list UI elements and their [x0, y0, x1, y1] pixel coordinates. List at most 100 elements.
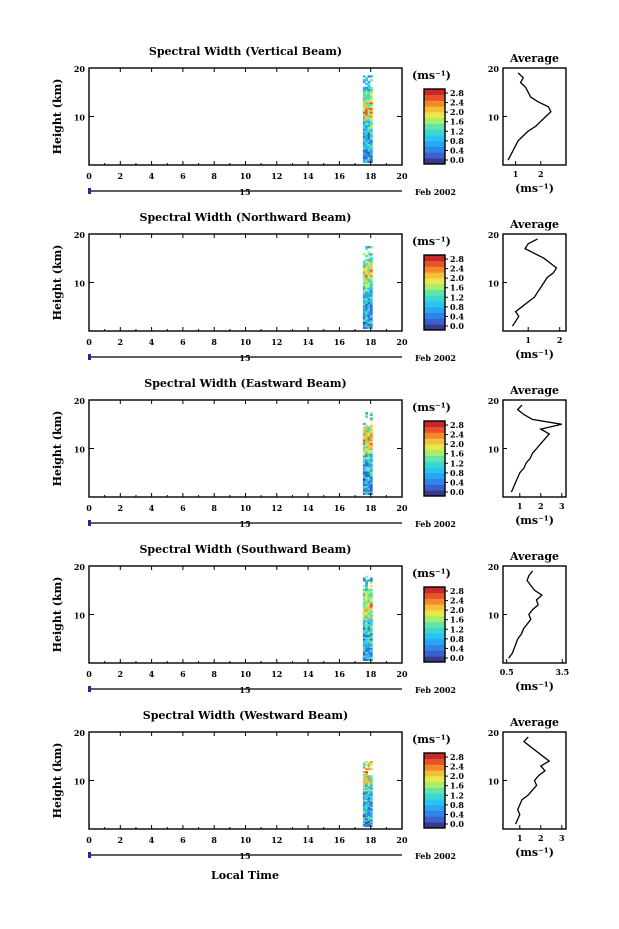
heatmap-cell — [367, 294, 371, 297]
heatmap-cell — [365, 625, 368, 628]
colorbar-tick-label: 0.4 — [450, 643, 464, 653]
heatmap-cell — [365, 283, 368, 286]
heatmap-cell — [362, 134, 366, 137]
heatmap-cell — [367, 273, 371, 276]
y-tick-label: 20 — [74, 728, 86, 738]
heatmap-cell — [369, 118, 373, 122]
heatmap-cell — [369, 779, 373, 782]
heatmap-cell — [365, 810, 368, 813]
heatmap-cell — [365, 819, 368, 822]
heatmap-cell — [369, 101, 373, 105]
heatmap-cell — [362, 462, 366, 465]
heatmap-cell — [367, 139, 371, 143]
heatmap-cell — [369, 139, 373, 143]
heatmap-cell — [367, 775, 371, 778]
heatmap-cell — [369, 158, 373, 162]
heatmap-cell — [369, 303, 373, 306]
heatmap-cell — [365, 464, 368, 467]
heatmap-cell — [369, 439, 373, 442]
heatmap — [362, 761, 373, 827]
heatmap-cell — [365, 120, 368, 124]
heatmap-cell — [362, 290, 366, 294]
y-tick-label: 10 — [74, 279, 86, 289]
colorbar-swatch — [424, 764, 445, 771]
heatmap-cell — [365, 820, 368, 823]
heatmap-cell — [369, 444, 373, 447]
heatmap-cell — [369, 796, 373, 799]
heatmap-cell — [365, 442, 368, 445]
heatmap-cell — [369, 413, 373, 417]
heatmap-cell — [367, 465, 371, 469]
heatmap-cell — [369, 289, 373, 292]
heatmap-cell — [362, 823, 366, 826]
average-y-tick-label: 20 — [488, 728, 500, 738]
heatmap-cell — [367, 283, 371, 286]
heatmap-cell — [369, 419, 373, 422]
heatmap-cell — [365, 773, 368, 776]
date-month: Feb 2002 — [415, 685, 456, 695]
heatmap-cell — [365, 147, 368, 150]
heatmap-cell — [369, 287, 373, 290]
x-tick-label: 18 — [365, 503, 377, 513]
heatmap-cell — [365, 489, 368, 492]
heatmap-cell — [369, 417, 373, 420]
heatmap-cell — [362, 86, 366, 89]
heatmap-cell — [367, 490, 371, 494]
heatmap-cell — [362, 92, 366, 95]
heatmap-cell — [362, 321, 366, 324]
heatmap-cell — [362, 610, 366, 614]
heatmap-cell — [365, 786, 368, 789]
heatmap-cell — [365, 281, 368, 285]
colorbar-swatch — [424, 438, 445, 445]
heatmap-cell — [369, 806, 373, 809]
heatmap-cell — [367, 816, 371, 819]
heatmap-cell — [369, 489, 373, 492]
heatmap-cell — [369, 141, 373, 144]
heatmap-cell — [369, 786, 373, 789]
heatmap-cell — [369, 485, 373, 488]
heatmap-cell — [369, 143, 373, 146]
heatmap-cell — [369, 310, 373, 313]
heatmap-cell — [365, 158, 368, 162]
heatmap-cell — [367, 808, 371, 810]
heatmap-cell — [362, 467, 366, 470]
y-tick-label: 20 — [74, 64, 86, 74]
heatmap-cell — [362, 90, 366, 93]
heatmap-cell — [362, 105, 366, 108]
heatmap-cell — [365, 317, 368, 321]
colorbar-swatch — [424, 598, 445, 605]
heatmap-cell — [365, 287, 368, 290]
heatmap-cell — [369, 98, 373, 101]
heatmap-cell — [362, 822, 366, 825]
heatmap-cell — [367, 428, 371, 431]
heatmap-cell — [365, 154, 368, 158]
colorbar-swatch — [424, 638, 445, 645]
heatmap-cell — [367, 656, 371, 660]
heatmap-cell — [362, 795, 366, 798]
heatmap-cell — [367, 819, 371, 822]
heatmap-cell — [367, 786, 371, 789]
panel-3: Spectral Width (Southward Beam) 0 2 4 6 8 10 12… — [51, 543, 569, 695]
heatmap-cell — [365, 802, 368, 805]
colorbar-swatch — [424, 610, 445, 617]
heatmap-cell — [369, 437, 373, 440]
heatmap-cell — [369, 763, 373, 766]
heatmap-cell — [369, 478, 373, 481]
heatmap-cell — [369, 280, 373, 283]
heatmap-cell — [365, 145, 368, 148]
heatmap-cell — [369, 822, 373, 825]
heatmap-cell — [365, 137, 368, 141]
heatmap-cell — [365, 588, 368, 591]
heatmap-cell — [362, 776, 366, 779]
heatmap-cell — [367, 317, 371, 321]
heatmap-cell — [369, 823, 373, 826]
heatmap-cell — [367, 96, 371, 99]
heatmap-cell — [365, 631, 368, 634]
heatmap-cell — [369, 149, 373, 152]
heatmap-cell — [369, 107, 373, 110]
heatmap-cell — [362, 160, 366, 163]
colorbar-tick-label: 0.4 — [450, 145, 464, 155]
heatmap-cell — [365, 444, 368, 447]
average-profile-line — [507, 72, 552, 161]
heatmap-cell — [367, 634, 371, 637]
